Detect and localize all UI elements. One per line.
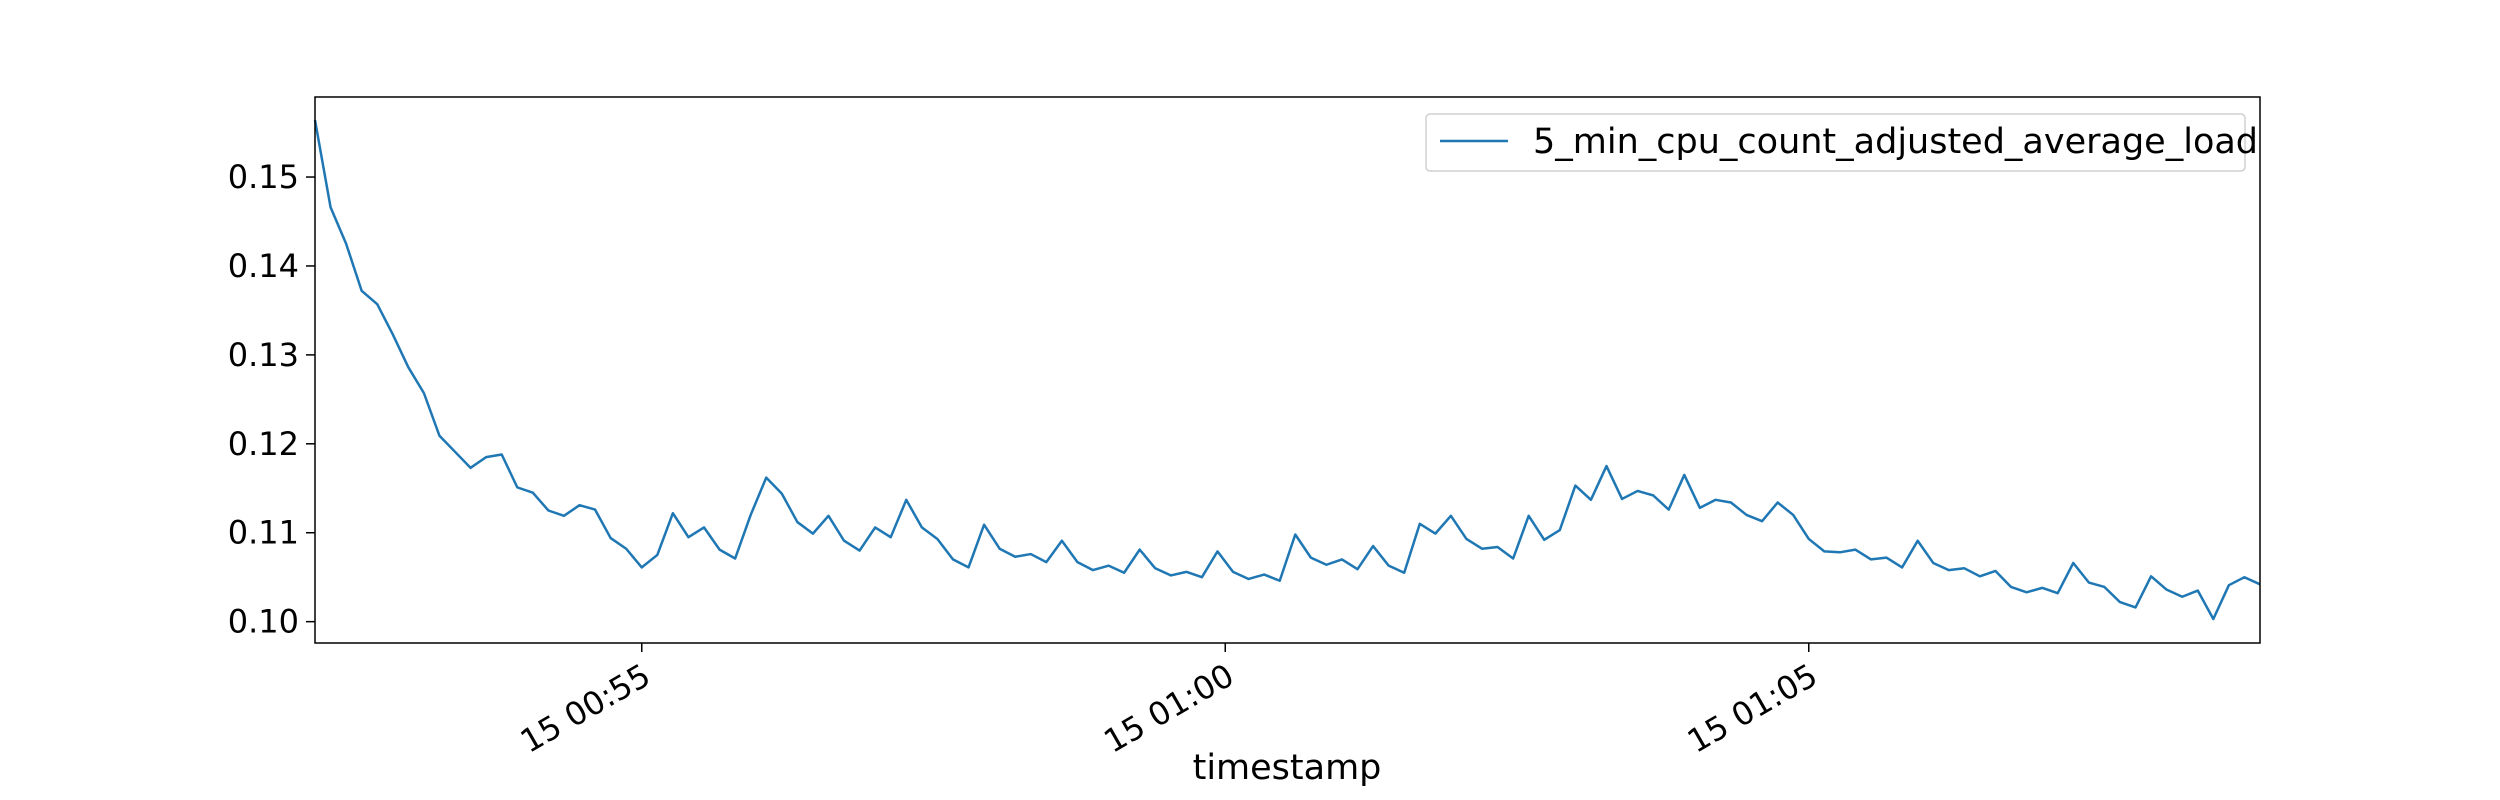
x-tick-label: 15 01:00 [1097,656,1240,760]
y-tick-label: 0.12 [228,425,299,463]
legend[interactable]: 5_min_cpu_count_adjusted_average_load [1425,113,2258,172]
plot-frame [314,96,2261,644]
y-axis-ticks: 0.10 0.11 0.12 0.13 0.14 0.15 [228,158,315,641]
y-tick-label: 0.14 [228,247,299,285]
y-tick-label: 0.11 [228,514,299,552]
legend-label: 5_min_cpu_count_adjusted_average_load [1533,122,2258,162]
y-tick-label: 0.15 [228,158,299,196]
plot-background [315,97,2260,643]
y-tick-label: 0.13 [228,336,299,374]
y-tick-label: 0.10 [228,603,299,641]
series-line [313,119,2261,621]
x-axis-label: timestamp [1193,748,1382,788]
x-tick-label: 15 00:55 [514,656,657,760]
legend-box [1425,113,2246,172]
x-axis-ticks: 15 00:55 15 01:00 15 01:05 [514,643,1824,761]
x-tick-label: 15 01:05 [1681,656,1824,760]
